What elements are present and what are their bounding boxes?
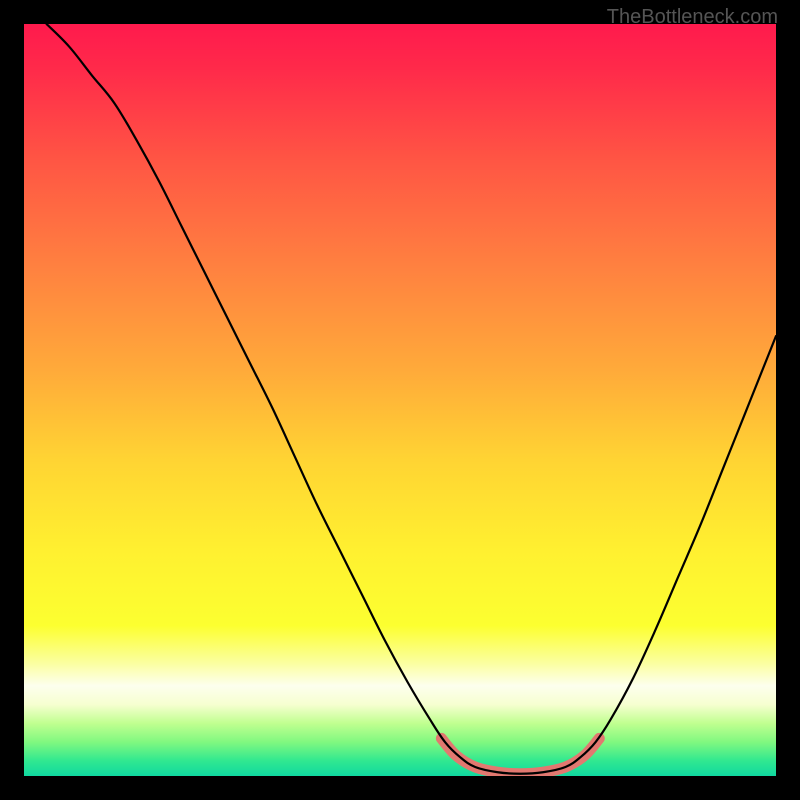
chart-plot-area (24, 24, 776, 776)
chart-svg (24, 24, 776, 776)
main-curve (47, 24, 776, 774)
attribution-text: TheBottleneck.com (607, 6, 778, 29)
highlight-segment (441, 738, 599, 773)
